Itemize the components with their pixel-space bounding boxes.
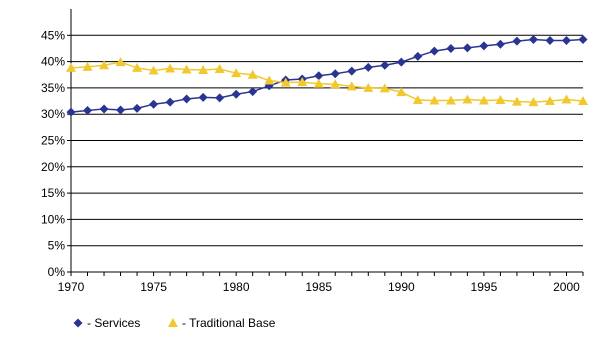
data-point xyxy=(82,61,93,71)
y-tick-label: 45% xyxy=(41,28,65,42)
data-point xyxy=(99,104,109,114)
gridlines xyxy=(71,34,583,247)
data-point xyxy=(165,63,176,73)
data-point xyxy=(198,92,208,102)
data-point xyxy=(528,97,539,107)
data-point xyxy=(363,62,373,72)
data-point xyxy=(578,35,588,45)
data-point xyxy=(429,95,440,105)
series-1 xyxy=(66,35,588,117)
series-2 xyxy=(66,57,588,107)
data-point xyxy=(231,68,242,78)
data-point xyxy=(462,94,473,104)
data-point xyxy=(198,65,209,75)
data-point xyxy=(363,82,374,92)
data-point xyxy=(495,94,506,104)
x-tick-label: 1990 xyxy=(388,280,415,294)
series-line xyxy=(70,61,584,103)
data-point xyxy=(379,83,390,93)
y-tick-label: 10% xyxy=(41,212,65,226)
data-point xyxy=(578,96,588,106)
data-point xyxy=(313,78,324,88)
data-point xyxy=(132,62,143,72)
data-point xyxy=(396,87,407,97)
data-point xyxy=(215,93,225,103)
data-point xyxy=(446,43,456,53)
data-point xyxy=(280,77,291,87)
data-point xyxy=(396,57,406,67)
data-point xyxy=(330,79,341,89)
data-point xyxy=(380,60,390,70)
y-tick-label: 0% xyxy=(48,265,66,279)
x-tick-label: 2000 xyxy=(553,280,580,294)
data-point xyxy=(544,96,555,106)
y-tick-label: 25% xyxy=(41,134,65,148)
x-tick-label: 1985 xyxy=(305,280,332,294)
data-point xyxy=(561,36,571,46)
data-point xyxy=(66,107,76,117)
data-point xyxy=(165,97,175,107)
data-point xyxy=(314,71,324,81)
data-point xyxy=(347,66,357,76)
data-point xyxy=(528,35,538,45)
legend-label: - Services xyxy=(87,316,140,330)
series xyxy=(66,35,588,117)
data-point xyxy=(511,96,522,106)
data-point xyxy=(181,64,192,74)
data-point xyxy=(512,36,522,46)
y-tick-label: 20% xyxy=(41,160,65,174)
data-point xyxy=(132,103,142,113)
data-point xyxy=(297,77,308,87)
diamond-marker-icon xyxy=(73,318,83,328)
data-point xyxy=(462,43,472,53)
data-point xyxy=(182,94,192,104)
y-axis-ticks: 0% 5% 10% 15% 20% 25% 30% 35% 40% 45% xyxy=(41,28,71,279)
triangle-marker-icon xyxy=(168,318,178,327)
data-point xyxy=(330,69,340,79)
data-point xyxy=(478,95,489,105)
data-point xyxy=(413,51,423,61)
data-point xyxy=(247,69,258,79)
data-point xyxy=(116,105,126,115)
data-point xyxy=(479,41,489,51)
data-point xyxy=(149,99,159,109)
data-point xyxy=(561,94,572,104)
data-point xyxy=(248,87,258,97)
x-axis-ticks: 1970 1975 1980 1985 1990 1995 2000 xyxy=(58,272,584,294)
x-tick-label: 1980 xyxy=(223,280,250,294)
legend-entry: - Services xyxy=(73,316,140,330)
data-point xyxy=(148,65,159,75)
data-point xyxy=(445,95,456,105)
data-point xyxy=(545,36,555,46)
y-tick-label: 40% xyxy=(41,55,65,69)
x-tick-label: 1970 xyxy=(58,280,85,294)
data-point xyxy=(66,62,76,72)
legend: - Services - Traditional Base xyxy=(73,316,276,330)
y-tick-label: 15% xyxy=(41,186,65,200)
legend-label: - Traditional Base xyxy=(182,316,276,330)
x-tick-label: 1975 xyxy=(140,280,167,294)
data-point xyxy=(412,94,423,104)
data-point xyxy=(495,39,505,49)
data-point xyxy=(264,75,275,85)
legend-entry: - Traditional Base xyxy=(168,316,276,330)
data-point xyxy=(214,63,225,73)
y-tick-label: 5% xyxy=(48,239,66,253)
data-point xyxy=(231,89,241,99)
y-tick-label: 30% xyxy=(41,107,65,121)
data-point xyxy=(346,81,357,91)
x-tick-label: 1995 xyxy=(471,280,498,294)
data-point xyxy=(429,46,439,56)
y-tick-label: 35% xyxy=(41,81,65,95)
data-point xyxy=(115,57,126,67)
data-point xyxy=(99,60,110,70)
data-point xyxy=(83,106,93,116)
